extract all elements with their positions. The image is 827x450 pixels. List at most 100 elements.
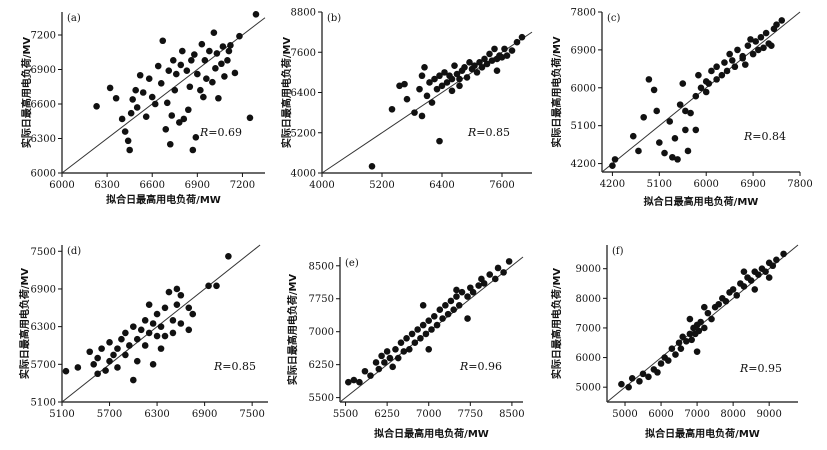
data-point [127,109,135,117]
data-point [157,80,165,87]
data-point [464,293,471,300]
data-point [780,250,787,258]
data-point [456,82,463,90]
data-point [491,275,499,283]
data-point [145,75,153,82]
data-point [122,351,129,359]
data-point [185,106,192,114]
data-point [381,359,388,366]
data-point [191,51,198,58]
data-point [686,315,694,323]
data-point [145,301,153,308]
y-tick-label: 6900 [31,284,56,295]
panel-d: 5100 5700 6300 6900 7500 5100 5700 6300 6900 7500… [18,244,268,420]
panel-label: (d) [67,246,81,257]
data-point [194,70,201,78]
data-point [668,345,676,352]
y-tick-label: 5000 [576,383,601,394]
data-point [675,339,683,347]
data-point [185,304,193,312]
data-point [458,288,466,296]
data-point [501,45,508,53]
data-point [650,86,658,94]
data-point [757,33,765,41]
data-point [149,320,157,327]
data-point [628,375,636,382]
data-point [498,53,506,61]
y-tick-label: 7200 [31,31,56,42]
data-point [169,317,177,324]
data-point [74,364,82,371]
y-tick-label: 8800 [291,8,316,19]
data-point [106,357,113,365]
data-point [163,99,171,107]
r-annotation: R=0.69 [199,126,242,139]
y-tick-label: 7600 [291,48,316,59]
data-point [177,320,185,327]
data-point [461,64,468,71]
x-axis-title: 拟合日最高用电负荷/MW [644,195,759,208]
data-point [653,107,661,115]
data-point [175,119,183,126]
x-tick-label: 6400 [429,180,454,191]
data-point [674,156,681,163]
data-point [403,334,410,342]
data-point [473,69,481,76]
data-point [453,293,460,300]
data-point [505,258,513,265]
data-point [436,306,444,314]
panel-f: 5000 6000 7000 8000 9000 5000 6000 7000 8000 9000… [550,244,799,440]
data-point [425,345,433,353]
r-value: =0.85 [476,126,510,139]
y-axis-title: 实际日最高用电负荷/MV [550,268,563,380]
data-point [453,70,461,78]
y-tick-label: 6250 [309,360,334,371]
x-tick-label: 4000 [309,180,334,191]
data-point [403,95,411,103]
data-point [728,57,736,64]
data-point [157,345,165,352]
data-point [213,282,220,290]
data-point [682,126,689,134]
x-tick-label: 5100 [49,409,74,420]
data-point [129,96,136,103]
y-tick-label: 8500 [309,261,334,272]
data-point [350,376,358,384]
panel-label: (b) [327,13,341,24]
data-point [94,354,101,362]
data-point [356,378,363,386]
data-point [414,326,421,333]
data-point [419,302,427,309]
diagonal-line [601,11,801,173]
data-point [132,86,139,94]
data-point [198,40,206,48]
data-point [778,17,786,24]
data-point [375,365,383,373]
data-point [122,329,129,337]
data-point [205,282,212,290]
data-point [500,269,507,276]
data-point [225,253,232,260]
data-point [513,38,521,46]
data-point [419,321,427,329]
x-tick-label: 6250 [374,409,399,420]
data-point [383,348,391,355]
data-point [93,103,100,110]
data-point [106,84,114,92]
data-point [209,78,216,86]
data-point [118,115,126,123]
data-point [137,326,145,334]
data-point [436,72,443,80]
data-point [721,59,728,66]
r-annotation: R=0.95 [739,362,782,375]
data-point [503,52,511,59]
data-point [697,318,704,326]
data-point [94,370,101,378]
x-tick-label: 5200 [369,180,394,191]
data-point [149,361,157,368]
x-tick-label: 7800 [787,179,812,190]
x-tick-label: 9000 [756,409,781,420]
data-point [145,329,153,337]
data-point [408,330,416,338]
data-point [172,70,180,78]
